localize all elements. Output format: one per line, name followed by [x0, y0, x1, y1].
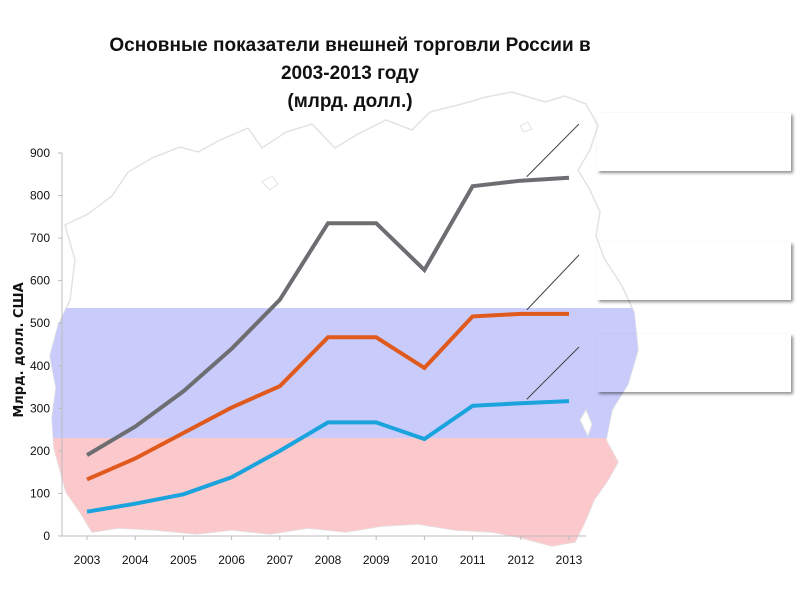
legend-box-import: Импорт: [597, 334, 791, 392]
y-axis-ticks: 0 100 200 300 400 500 600 700 800 900: [30, 146, 62, 543]
x-tick-label: 2007: [266, 553, 293, 567]
x-tick-label: 2005: [170, 553, 197, 567]
legend-label-turnover-line-2: оборот: [660, 146, 728, 167]
x-tick-label: 2008: [315, 553, 342, 567]
x-tick-label: 2003: [74, 553, 101, 567]
legend-connectors: [526, 123, 580, 400]
x-tick-label: 2006: [218, 553, 245, 567]
legend-label-import: Импорт: [658, 352, 730, 373]
y-tick-label: 100: [30, 486, 50, 500]
y-tick-label: 800: [30, 189, 50, 203]
map-island: [261, 175, 279, 191]
legend-label-export: Экспорт: [655, 260, 733, 281]
y-tick-label: 500: [30, 316, 50, 330]
legend-box-turnover: Внешнеторговый оборот: [597, 113, 791, 171]
y-tick-label: 900: [30, 146, 50, 160]
y-axis-label: Млрд. долл. США: [12, 282, 27, 417]
y-tick-label: 0: [43, 529, 50, 543]
chart-title-line-3: (млрд. долл.): [287, 91, 413, 112]
chart-title-line-2: 2003-2013 году: [280, 63, 420, 84]
chart-title-line-1: Основные показатели внешней торговли Рос…: [109, 35, 591, 56]
legend-connector: [526, 254, 580, 311]
legend-connector: [526, 123, 580, 178]
x-tick-label: 2013: [556, 553, 583, 567]
y-tick-label: 200: [30, 444, 50, 458]
x-tick-label: 2009: [363, 553, 390, 567]
y-tick-label: 700: [30, 231, 50, 245]
legend-label-turnover-line-1: Внешнеторговый: [611, 116, 777, 137]
x-tick-label: 2012: [507, 553, 534, 567]
x-tick-label: 2010: [411, 553, 438, 567]
flag-stripe-red: [50, 438, 638, 546]
series-lines: [85, 175, 570, 514]
x-tick-label: 2004: [122, 553, 149, 567]
russia-map-background: [49, 91, 639, 547]
y-tick-label: 600: [30, 274, 50, 288]
legend-box-export: Экспорт: [597, 242, 791, 300]
flag-stripe-blue: [50, 308, 638, 438]
x-axis-ticks: 2003 2004 2005 2006 2007 2008 2009 2010 2011 2012…: [74, 536, 583, 567]
y-tick-label: 400: [30, 359, 50, 373]
map-island: [579, 408, 593, 438]
y-tick-label: 300: [30, 401, 50, 415]
map-island: [519, 121, 533, 133]
legend-connector: [526, 346, 580, 400]
x-tick-label: 2011: [460, 553, 486, 567]
